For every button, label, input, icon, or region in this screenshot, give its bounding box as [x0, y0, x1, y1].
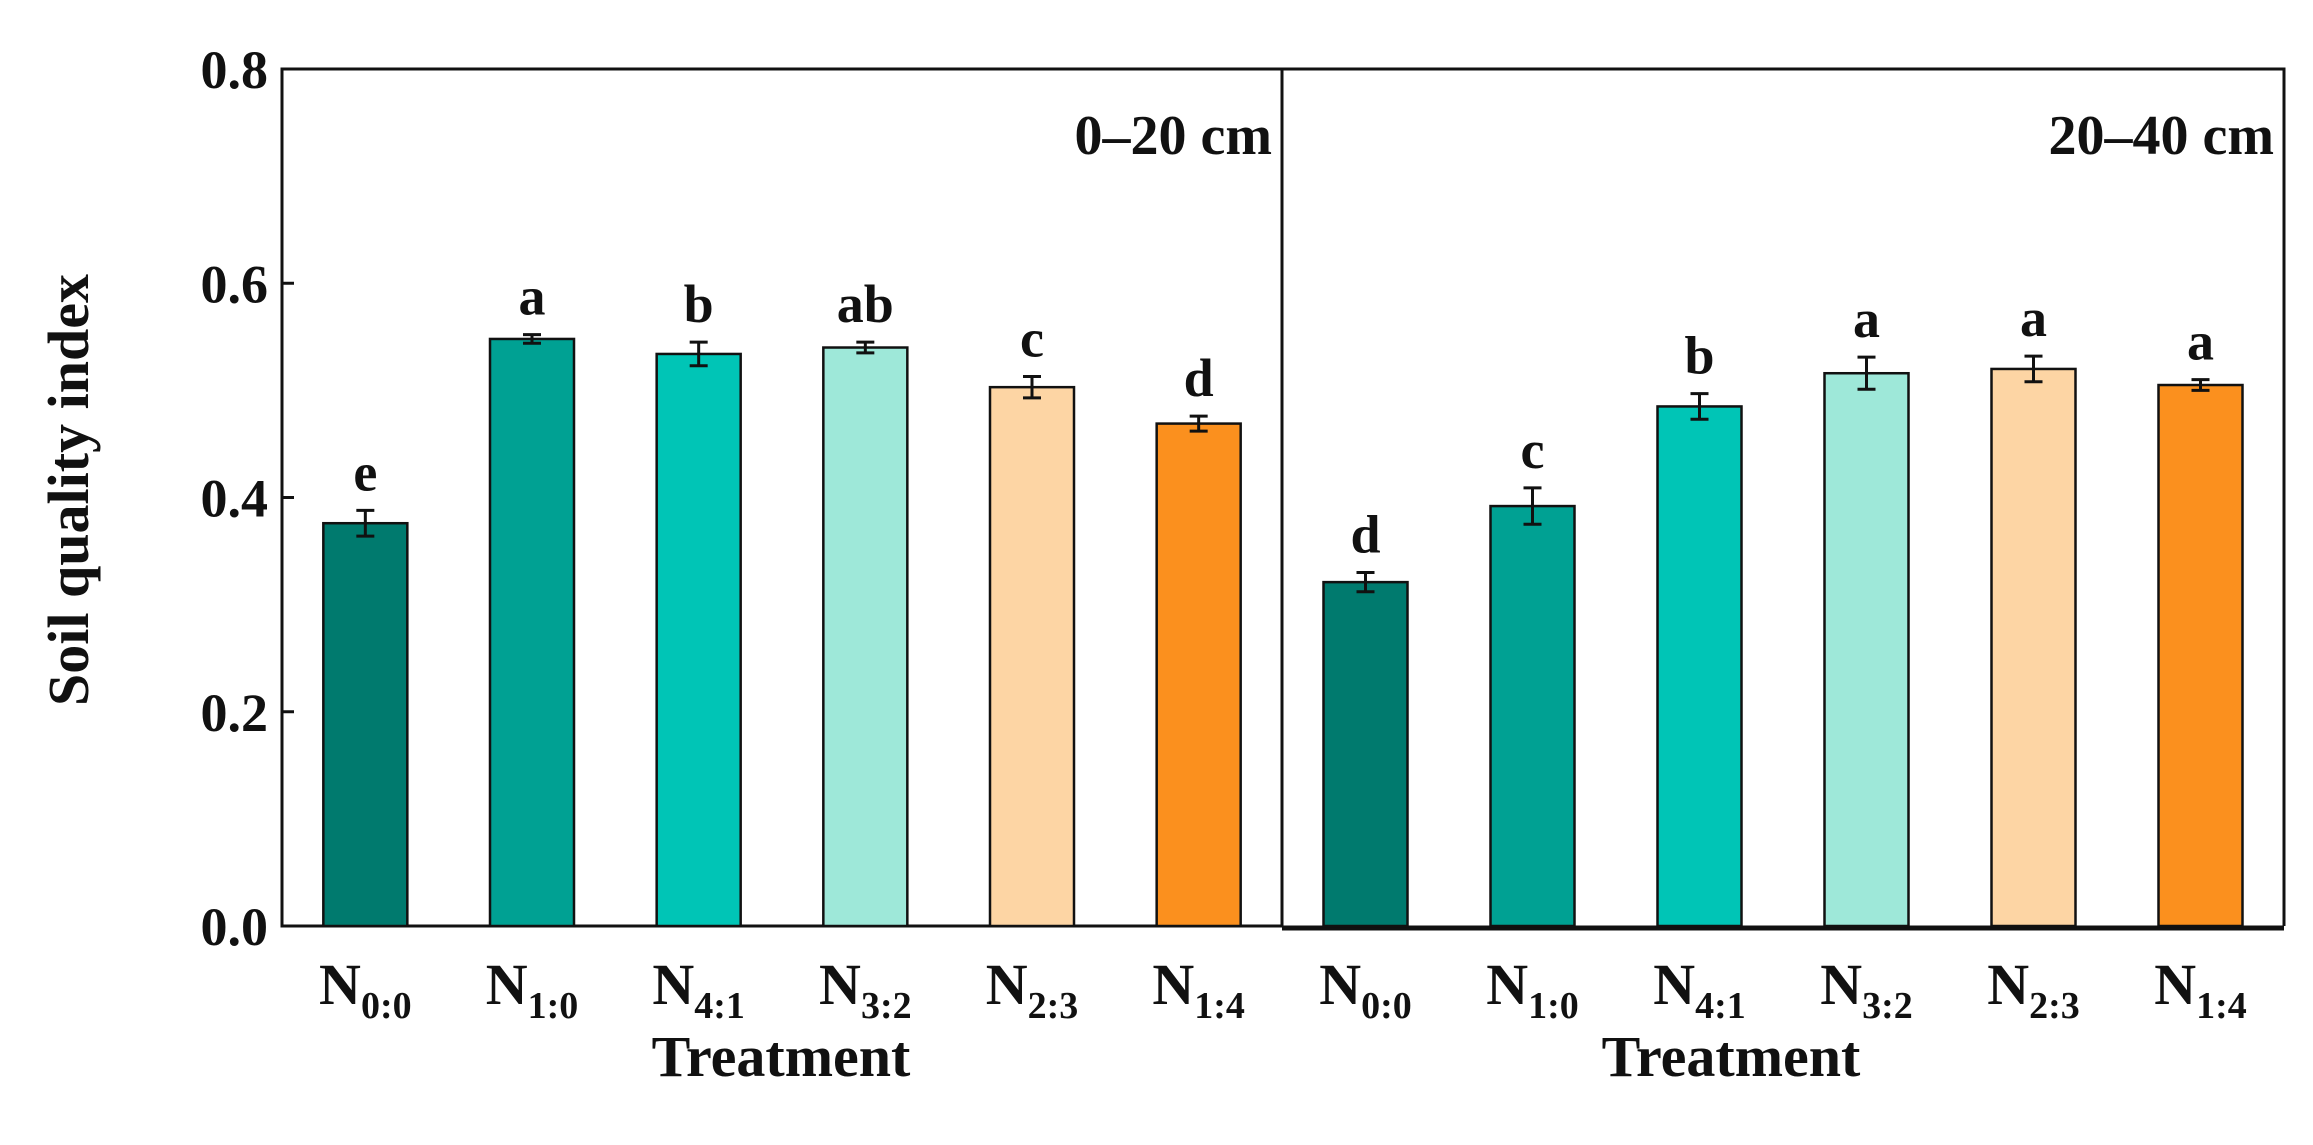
y-tick-label: 0.8	[201, 40, 269, 100]
x-tick-label-main: N	[652, 952, 694, 1017]
x-tick-label: N1:0	[486, 952, 579, 1027]
x-tick-label-subscript: 1:0	[1528, 985, 1579, 1027]
x-tick-label-subscript: 4:1	[1695, 985, 1746, 1027]
x-tick-label: N2:3	[986, 952, 1079, 1027]
y-tick-label: 0.6	[201, 254, 269, 314]
x-tick-label: N3:2	[1820, 952, 1913, 1027]
x-tick-label-subscript: 0:0	[1361, 985, 1412, 1027]
x-tick-label-subscript: 1:4	[1194, 985, 1245, 1027]
x-tick-label-main: N	[486, 952, 528, 1017]
x-tick-label: N2:3	[1987, 952, 2080, 1027]
x-tick-label-main: N	[319, 952, 361, 1017]
x-tick-label-main: N	[2154, 952, 2196, 1017]
significance-letter: c	[1020, 308, 1044, 368]
bar	[655, 352, 742, 928]
x-tick-label-subscript: 2:3	[1028, 985, 1079, 1027]
x-tick-label-subscript: 2:3	[2029, 985, 2080, 1027]
bar	[822, 346, 909, 928]
chart-layer: 0.00.20.40.60.80–20 cmeN0:0aN1:0bN4:1abN…	[201, 40, 2286, 1089]
x-tick-label-subscript: 3:2	[1862, 985, 1913, 1027]
bar	[1489, 504, 1576, 928]
x-tick-label-main: N	[1152, 952, 1194, 1017]
x-tick-label-main: N	[819, 952, 861, 1017]
y-tick-label: 0.2	[201, 683, 269, 743]
x-tick-label-subscript: 1:4	[2196, 985, 2247, 1027]
x-tick-label-main: N	[1987, 952, 2029, 1017]
x-tick-label: N1:4	[1152, 952, 1245, 1027]
left-panel-frame	[280, 67, 1284, 928]
x-axis-title: Treatment	[652, 1024, 911, 1089]
panel-depth-label: 0–20 cm	[1074, 105, 1272, 167]
y-tick-label: 0.4	[201, 469, 269, 529]
bar	[1823, 371, 1910, 928]
bar	[988, 385, 1076, 928]
x-tick-label: N4:1	[1653, 952, 1746, 1027]
x-tick-label: N1:0	[1486, 952, 1579, 1027]
significance-letter: a	[2187, 312, 2214, 372]
significance-letter: b	[1684, 326, 1714, 386]
x-tick-label-main: N	[1653, 952, 1695, 1017]
x-tick-label: N0:0	[1319, 952, 1412, 1027]
significance-letter: b	[684, 274, 714, 334]
bar	[1322, 580, 1409, 928]
x-tick-label-subscript: 3:2	[861, 985, 912, 1027]
bar	[1990, 367, 2077, 928]
x-tick-label-subscript: 1:0	[528, 985, 579, 1027]
x-axis-title: Treatment	[1602, 1024, 1861, 1089]
bar	[488, 337, 576, 928]
x-tick-label-subscript: 0:0	[361, 985, 412, 1027]
x-tick-label-main: N	[1319, 952, 1361, 1017]
x-tick-label-subscript: 4:1	[694, 985, 745, 1027]
significance-letter: ab	[837, 274, 894, 334]
right-panel-frame	[1282, 67, 2286, 926]
significance-letter: e	[353, 442, 377, 502]
significance-letter: c	[1521, 420, 1545, 480]
significance-letter: a	[2020, 288, 2047, 348]
panel-depth-label: 20–40 cm	[2048, 105, 2274, 167]
x-tick-label-main: N	[1486, 952, 1528, 1017]
bar	[1155, 422, 1242, 928]
significance-letter: d	[1184, 348, 1214, 408]
significance-letter: a	[519, 267, 546, 327]
bar	[2157, 383, 2244, 928]
bar	[322, 521, 409, 928]
significance-letter: a	[1853, 289, 1880, 349]
significance-letter: d	[1350, 504, 1380, 564]
x-tick-label-main: N	[1820, 952, 1862, 1017]
x-tick-label: N0:0	[319, 952, 412, 1027]
bar	[1656, 405, 1743, 928]
y-tick-label: 0.0	[201, 897, 269, 957]
x-tick-label: N4:1	[652, 952, 745, 1027]
y-axis-title: Soil quality index	[36, 274, 101, 706]
x-tick-label-main: N	[986, 952, 1028, 1017]
x-tick-label: N3:2	[819, 952, 912, 1027]
x-tick-label: N1:4	[2154, 952, 2247, 1027]
